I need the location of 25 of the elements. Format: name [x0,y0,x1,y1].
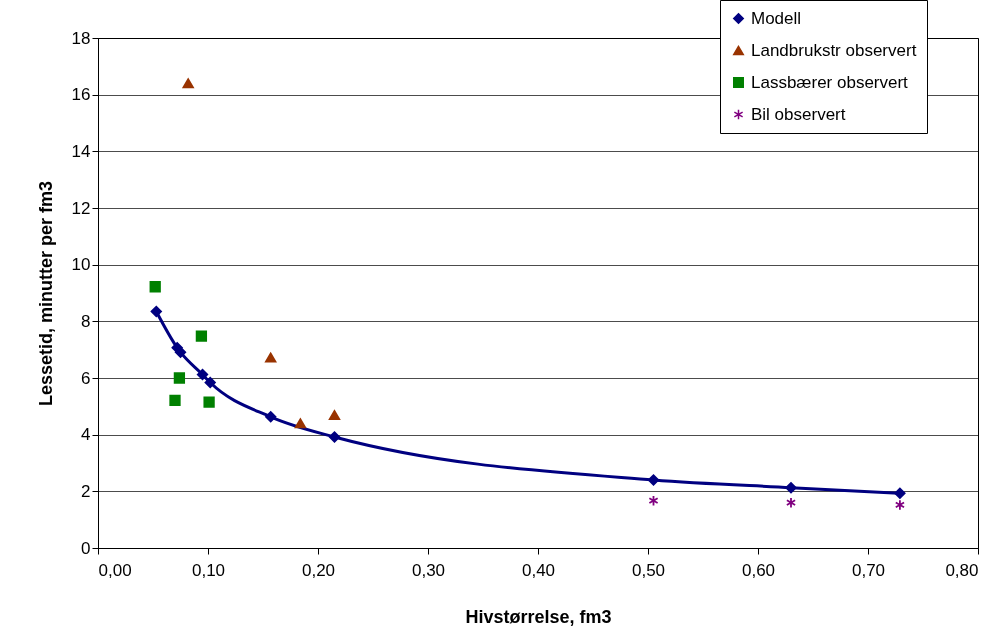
legend-label: Lassbærer observert [751,72,909,92]
y-tick-label: 18 [71,28,91,48]
x-tick-label: 0,80 [945,560,979,580]
legend-label: Landbrukstr observert [751,40,917,60]
x-tick-label: 0,60 [741,560,776,580]
y-axis-title: Lessetid, minutter per fm3 [35,180,56,407]
x-tick-label: 0,50 [631,560,666,580]
x-axis-title: Hivstørrelse, fm3 [465,606,612,627]
x-tick-label: 0,10 [191,560,226,580]
y-tick-label: 10 [71,255,91,275]
legend-label: Modell [751,8,802,28]
y-tick-label: 12 [71,198,91,218]
x-tick-label: 0,40 [521,560,556,580]
y-tick-label: 0 [81,538,91,558]
x-tick-label: 0,70 [851,560,886,580]
x-tick-label: 0,20 [301,560,336,580]
y-tick-label: 6 [81,368,91,388]
y-tick-label: 4 [81,425,91,445]
y-tick-label: 16 [71,85,91,105]
y-tick-label: 2 [81,481,91,501]
x-tick-label: 0,30 [411,560,446,580]
y-tick-label: 14 [71,141,91,161]
y-tick-label: 8 [81,311,91,331]
x-tick-label: 0,00 [98,560,132,580]
legend-label: Bil observert [751,104,846,124]
